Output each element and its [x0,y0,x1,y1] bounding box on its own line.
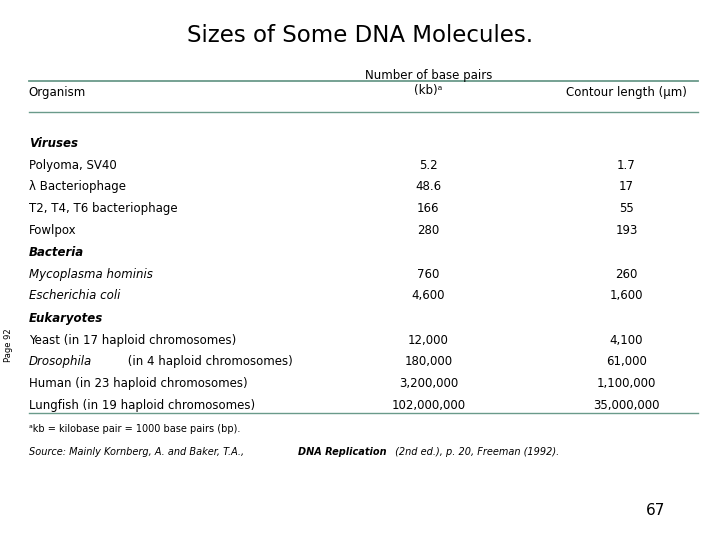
Text: Organism: Organism [29,86,86,99]
Text: Contour length (μm): Contour length (μm) [566,86,687,99]
Text: 760: 760 [417,268,440,281]
Text: (in 4 haploid chromosomes): (in 4 haploid chromosomes) [124,355,292,368]
Text: Sizes of Some DNA Molecules.: Sizes of Some DNA Molecules. [187,24,533,48]
Text: 48.6: 48.6 [415,180,441,193]
Text: Fowlpox: Fowlpox [29,224,76,237]
Text: 3,200,000: 3,200,000 [399,377,458,390]
Text: (2nd ed.), p. 20, Freeman (1992).: (2nd ed.), p. 20, Freeman (1992). [392,447,559,457]
Text: 67: 67 [646,503,665,518]
Text: (kb)ᵃ: (kb)ᵃ [414,84,443,97]
Text: 12,000: 12,000 [408,334,449,347]
Text: Bacteria: Bacteria [29,246,84,259]
Text: 180,000: 180,000 [405,355,452,368]
Text: Escherichia coli: Escherichia coli [29,289,120,302]
Text: 280: 280 [418,224,439,237]
Text: 260: 260 [615,268,638,281]
Text: 5.2: 5.2 [419,159,438,172]
Text: 193: 193 [615,224,638,237]
Text: Lungfish (in 19 haploid chromosomes): Lungfish (in 19 haploid chromosomes) [29,399,255,411]
Text: Viruses: Viruses [29,137,78,150]
Text: 17: 17 [619,180,634,193]
Text: 1,100,000: 1,100,000 [597,377,656,390]
Text: 102,000,000: 102,000,000 [392,399,465,411]
Text: Source: Mainly Kornberg, A. and Baker, T.A.,: Source: Mainly Kornberg, A. and Baker, T… [29,447,247,457]
Text: 4,600: 4,600 [412,289,445,302]
Text: 166: 166 [417,202,440,215]
Text: T2, T4, T6 bacteriophage: T2, T4, T6 bacteriophage [29,202,177,215]
Text: Mycoplasma hominis: Mycoplasma hominis [29,268,153,281]
Text: 1,600: 1,600 [610,289,643,302]
Text: 4,100: 4,100 [610,334,643,347]
Text: 61,000: 61,000 [606,355,647,368]
Text: Page 92: Page 92 [4,329,13,362]
Text: Drosophila: Drosophila [29,355,92,368]
Text: Polyoma, SV40: Polyoma, SV40 [29,159,117,172]
Text: Eukaryotes: Eukaryotes [29,312,103,325]
Text: Human (in 23 haploid chromosomes): Human (in 23 haploid chromosomes) [29,377,248,390]
Text: 35,000,000: 35,000,000 [593,399,660,411]
Text: Yeast (in 17 haploid chromosomes): Yeast (in 17 haploid chromosomes) [29,334,236,347]
Text: λ Bacteriophage: λ Bacteriophage [29,180,126,193]
Text: Number of base pairs: Number of base pairs [365,69,492,82]
Text: 55: 55 [619,202,634,215]
Text: 1.7: 1.7 [617,159,636,172]
Text: DNA Replication: DNA Replication [298,447,387,457]
Text: ᵃkb = kilobase pair = 1000 base pairs (bp).: ᵃkb = kilobase pair = 1000 base pairs (b… [29,424,240,435]
